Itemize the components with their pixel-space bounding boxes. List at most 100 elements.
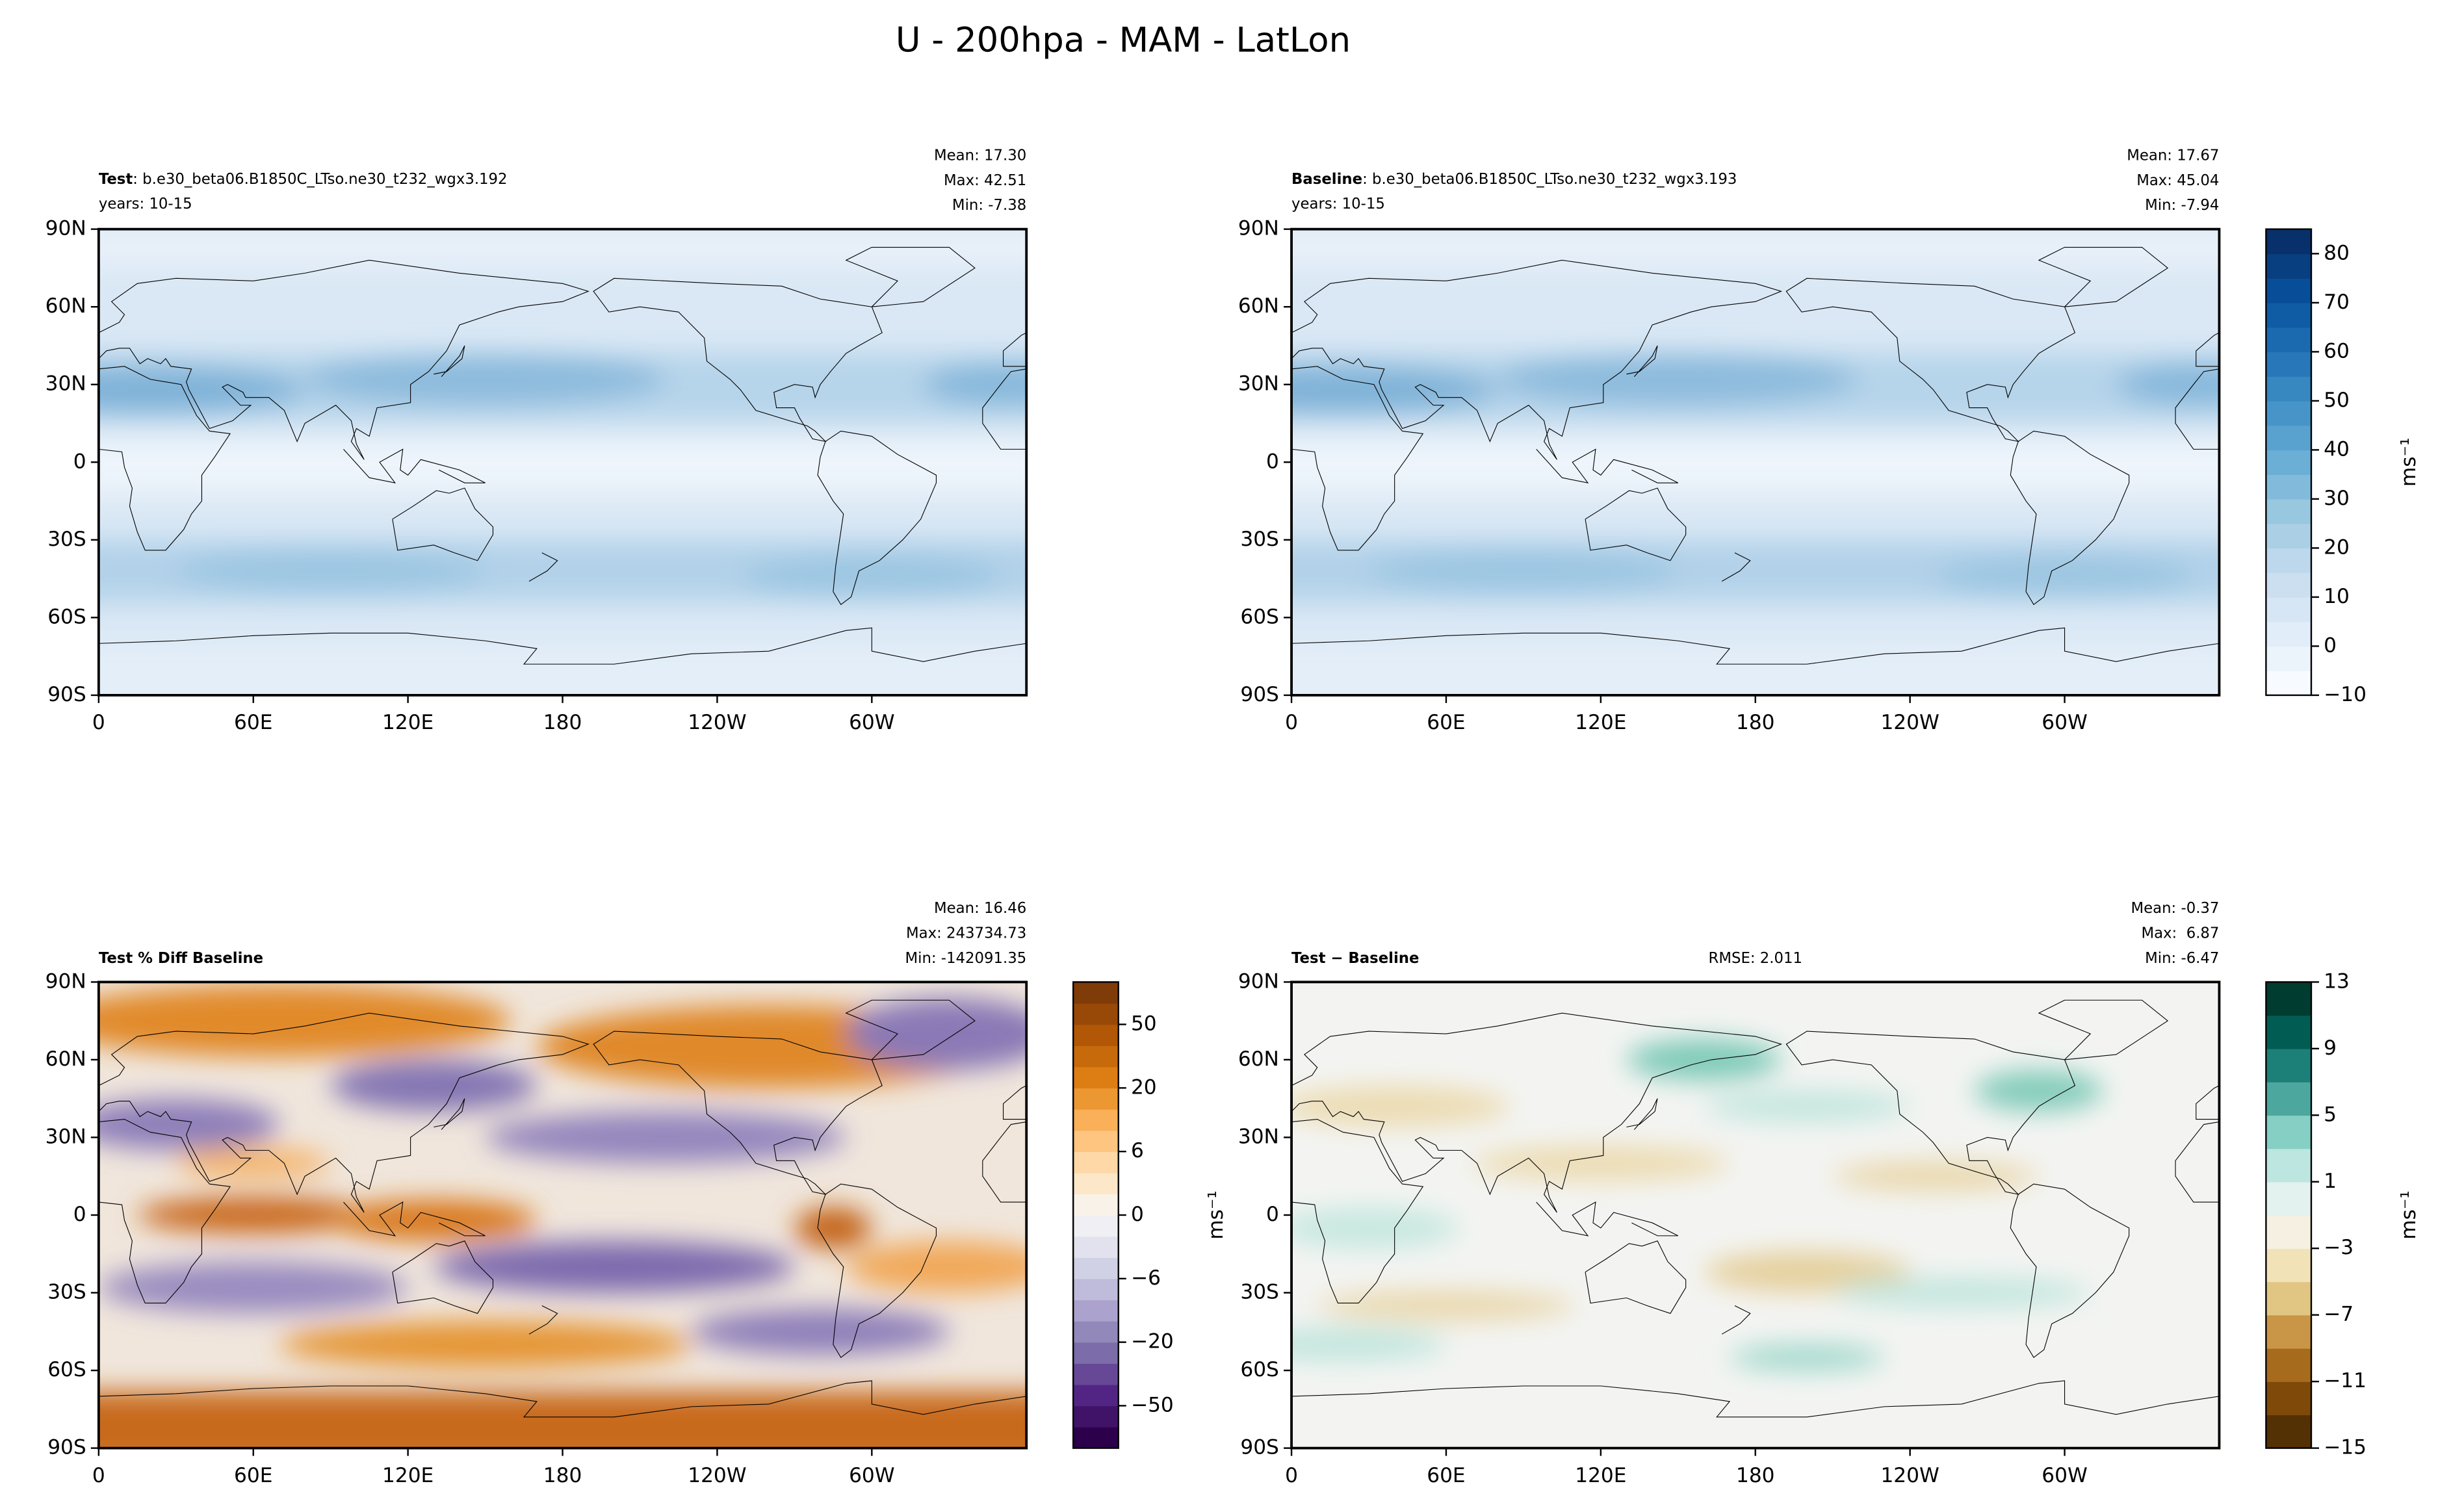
x-tick-label: 0 [1285, 711, 1298, 734]
colorbar-tick-label: 0 [2324, 634, 2337, 657]
colorbar-tick-label: −10 [2324, 683, 2367, 706]
x-tick-label: 60W [2042, 711, 2087, 734]
colorbar-band [1073, 1236, 1119, 1258]
colorbar-frame [2265, 228, 2313, 697]
colorbar-band [1073, 1024, 1119, 1046]
y-tick-label: 60S [1240, 605, 1278, 628]
colorbar-band [1073, 1172, 1119, 1195]
x-tick-label: 0 [92, 711, 105, 734]
x-tick-label: 180 [543, 711, 582, 734]
stat-label: Max: 6.87 [2141, 925, 2219, 942]
colorbar-band [2266, 352, 2311, 377]
case-label: Test [99, 170, 133, 187]
x-tick-label: 60E [234, 1464, 272, 1487]
contour-field [1188, 177, 2270, 747]
y-tick-label: 30N [1238, 372, 1279, 396]
x-tick-label: 60E [234, 711, 272, 734]
colorbar-tick-label: 60 [2324, 339, 2350, 363]
colorbar-label: ms⁻¹ [1204, 1190, 1228, 1240]
case-title: Test: b.e30_beta06.B1850C_LTso.ne30_t232… [99, 170, 508, 187]
colorbar-band [2266, 1281, 2311, 1316]
y-tick-label: 90N [1238, 217, 1279, 240]
x-tick-label: 120E [382, 1464, 434, 1487]
y-tick-label: 90N [45, 217, 86, 240]
colorbar-frame [2265, 981, 2313, 1449]
colorbar-band [2266, 572, 2311, 598]
x-tick-label: 120E [382, 711, 434, 734]
colorbar-tick-label: 70 [2324, 290, 2350, 314]
stat-label: Min: -7.38 [952, 197, 1026, 214]
y-tick-label: 90S [1240, 1436, 1278, 1459]
y-tick-label: 60N [1238, 1047, 1279, 1071]
x-tick-label: 120E [1575, 711, 1626, 734]
colorbar: −50 −20 −6 0 6 20 50 ms⁻¹ [1072, 981, 1228, 1449]
colorbar-tick-label: 9 [2324, 1036, 2337, 1060]
colorbar: −10 0 10 20 30 40 50 60 70 80 ms⁻¹ [2265, 228, 2420, 706]
x-tick-label: 60W [849, 1464, 895, 1487]
colorbar-band [1073, 1194, 1119, 1216]
colorbar-tick-label: 50 [2324, 389, 2350, 412]
colorbar-band [2266, 1181, 2311, 1216]
map-panel: 0 60E 120E 180 120W 60W 90S 60S 30S 0 30N 60N 90N Mea… [45, 900, 1028, 1487]
case-name: : b.e30_beta06.B1850C_LTso.ne30_t232_wgx… [133, 170, 507, 187]
colorbar-band [2266, 1115, 2311, 1149]
y-tick-label: 90S [47, 683, 86, 706]
colorbar-band [1073, 1003, 1119, 1025]
y-tick-label: 30N [45, 1125, 86, 1148]
colorbar-band [2266, 1248, 2311, 1283]
colorbar-band [2266, 1381, 2311, 1416]
x-tick-label: 0 [92, 1464, 105, 1487]
stat-label: Max: 42.51 [944, 172, 1026, 189]
colorbar-band [1073, 1151, 1119, 1173]
colorbar-tick-label: 20 [1131, 1075, 1157, 1099]
colorbar-label: ms⁻¹ [2397, 438, 2420, 487]
y-tick-label: 0 [1266, 450, 1279, 473]
map-panel: 0 60E 120E 180 120W 60W 90S 60S 30S 0 30N 60N 90N Mea… [1188, 147, 2270, 747]
contour-field [0, 177, 1078, 747]
colorbar-band [2266, 1015, 2311, 1049]
colorbar-band [1073, 1363, 1119, 1385]
colorbar-band [1073, 1405, 1119, 1428]
colorbar-band [1073, 1342, 1119, 1364]
x-tick-label: 120W [1880, 711, 1939, 734]
x-tick-label: 120W [688, 711, 746, 734]
colorbar-band [2266, 596, 2311, 622]
colorbar-tick-label: −11 [2324, 1369, 2367, 1392]
x-tick-label: 180 [1736, 711, 1775, 734]
stat-label: Min: -6.47 [2145, 950, 2219, 967]
colorbar-band [1073, 1384, 1119, 1407]
stat-label: Max: 243734.73 [906, 925, 1026, 942]
map-panel: 0 60E 120E 180 120W 60W 90S 60S 30S 0 30N 60N 90N Mea… [0, 147, 1078, 747]
colorbar-band [1073, 1257, 1119, 1279]
colorbar-tick-label: −6 [1131, 1266, 1161, 1290]
colorbar-tick-label: −3 [2324, 1236, 2354, 1259]
stat-label: Max: 45.04 [2136, 172, 2219, 189]
y-tick-label: 90S [1240, 683, 1278, 706]
colorbar-tick-label: −50 [1131, 1393, 1174, 1416]
y-tick-label: 30S [47, 528, 86, 551]
colorbar-band [1073, 1214, 1119, 1237]
colorbar-tick-label: −15 [2324, 1436, 2367, 1459]
colorbar-band [2266, 229, 2311, 255]
x-tick-label: 180 [1736, 1464, 1775, 1487]
x-tick-label: 60W [2042, 1464, 2087, 1487]
colorbar-band [2266, 450, 2311, 475]
colorbar-band [2266, 327, 2311, 353]
colorbar-band [2266, 646, 2311, 671]
colorbar-band [2266, 376, 2311, 402]
x-tick-label: 0 [1285, 1464, 1298, 1487]
colorbar-tick-label: 0 [1131, 1203, 1144, 1226]
y-tick-label: 30S [47, 1281, 86, 1304]
x-tick-label: 120W [688, 1464, 746, 1487]
y-tick-label: 60N [45, 294, 86, 318]
y-tick-label: 90N [1238, 969, 1279, 993]
colorbar-band [2266, 523, 2311, 549]
y-tick-label: 60S [47, 1358, 86, 1381]
y-tick-label: 30N [45, 372, 86, 396]
colorbar-tick-label: 13 [2324, 969, 2350, 993]
colorbar-band [2266, 253, 2311, 279]
panel-title: Test − Baseline [1291, 950, 1419, 967]
y-tick-label: 30S [1240, 1281, 1278, 1304]
colorbar-band [1073, 1300, 1119, 1322]
